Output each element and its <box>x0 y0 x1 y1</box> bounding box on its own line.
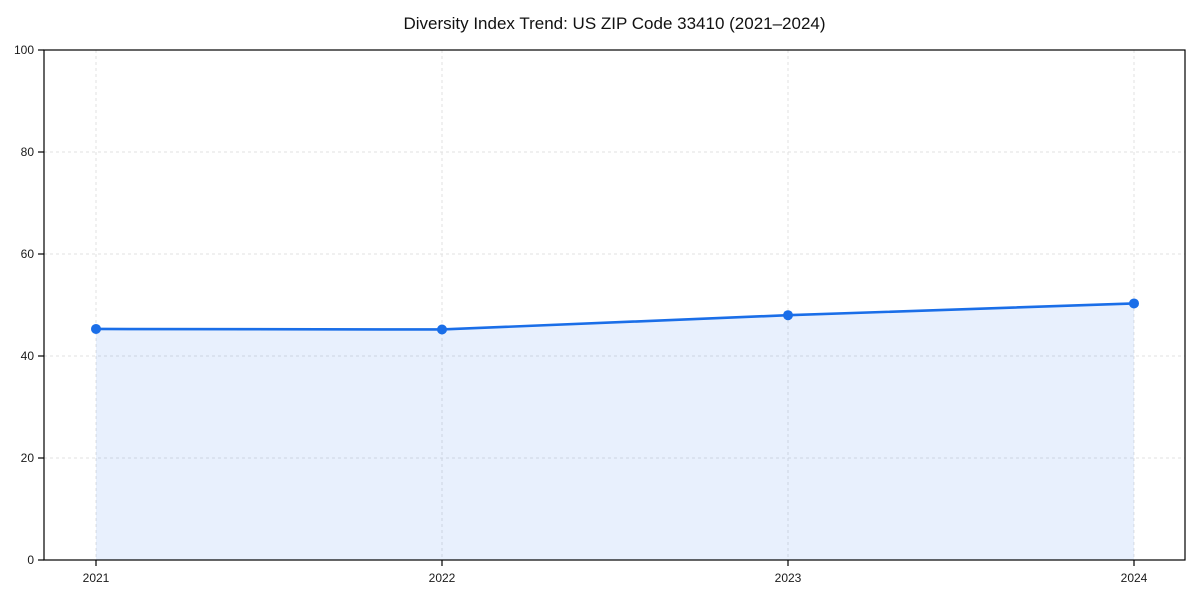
data-point-markers <box>91 298 1139 335</box>
series-area-fill <box>96 303 1134 560</box>
series-line <box>94 302 1136 331</box>
y-tick-label: 0 <box>27 553 34 567</box>
x-tick-label: 2021 <box>83 571 110 585</box>
y-tick-label: 60 <box>21 247 35 261</box>
y-tick-label: 40 <box>21 349 35 363</box>
x-tick-label: 2024 <box>1121 571 1148 585</box>
data-point-marker <box>1129 298 1139 309</box>
y-tick-label: 20 <box>21 451 35 465</box>
data-point-marker <box>91 323 101 334</box>
plot-border-and-ticks <box>38 49 1186 566</box>
axis-tick-labels: 0 20 40 60 80 100 2021 2022 2023 2024 <box>14 43 1148 585</box>
data-point-marker <box>783 310 793 321</box>
x-tick-label: 2022 <box>429 571 456 585</box>
trend-line <box>94 302 1136 331</box>
area-fill <box>96 303 1134 560</box>
y-tick-label: 80 <box>21 145 35 159</box>
y-tick-label: 100 <box>14 43 34 57</box>
plot-border <box>43 49 1186 561</box>
x-tick-label: 2023 <box>775 571 802 585</box>
chart-title: Diversity Index Trend: US ZIP Code 33410… <box>403 14 825 33</box>
data-point-marker <box>437 324 447 335</box>
